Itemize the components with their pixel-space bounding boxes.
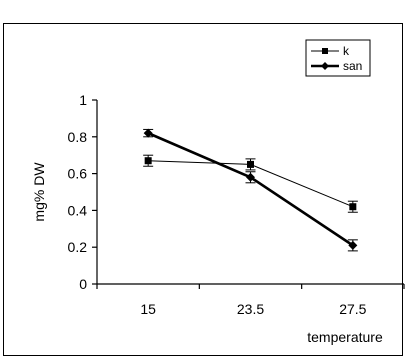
x-tick-label: 27.5 bbox=[339, 301, 366, 317]
x-tick-label: 23.5 bbox=[237, 301, 264, 317]
y-tick-label: 0.4 bbox=[68, 202, 88, 218]
legend-label-k: k bbox=[343, 44, 350, 58]
diamond-marker bbox=[246, 172, 255, 182]
series-line-san bbox=[147, 131, 354, 247]
y-tick-label: 1 bbox=[79, 92, 87, 108]
y-tick-label: 0 bbox=[79, 276, 87, 292]
x-axis-title: temperature bbox=[307, 329, 383, 345]
y-tick-label: 0.8 bbox=[68, 129, 88, 145]
diamond-marker bbox=[321, 62, 329, 70]
chart-frame bbox=[3, 23, 403, 356]
y-axis-title: mg% DW bbox=[31, 162, 47, 222]
square-marker bbox=[144, 157, 152, 165]
diamond-marker bbox=[348, 240, 358, 250]
x-tick-label: 15 bbox=[140, 301, 156, 317]
y-tick-label: 0.2 bbox=[68, 239, 88, 255]
square-marker bbox=[322, 48, 328, 54]
series-k bbox=[143, 154, 358, 213]
diamond-marker bbox=[143, 128, 153, 138]
y-tick-label: 0.6 bbox=[68, 166, 88, 182]
series-san bbox=[143, 128, 358, 252]
square-marker bbox=[349, 203, 357, 211]
legend-box bbox=[305, 39, 371, 77]
square-marker bbox=[247, 160, 254, 168]
legend-label-san: san bbox=[343, 59, 362, 73]
